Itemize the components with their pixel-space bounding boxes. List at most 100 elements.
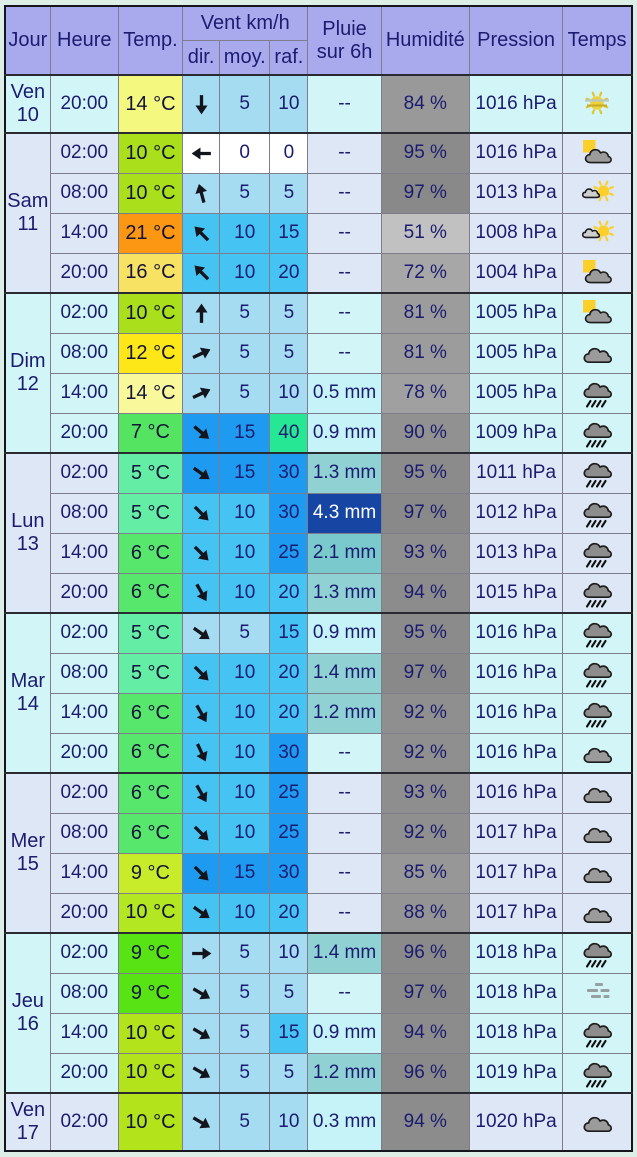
wind-direction-cell [182,732,221,774]
humidity-cell: 97 % [380,972,470,1014]
weather-icon-cell [562,692,633,734]
col-header-pression: Pression [468,5,564,76]
wind-direction-cell [182,932,221,974]
temperature-cell: 10 °C [117,132,184,174]
wind-direction-arrow-icon [184,781,219,806]
wind-gust-cell: 20 [269,252,309,294]
pressure-cell: 1015 hPa [468,572,564,614]
temperature-cell: 10 °C [117,172,184,214]
humidity-cell: 94 % [380,1092,470,1152]
wind-gust-cell: 25 [269,812,309,854]
wind-direction-cell [182,332,221,374]
pressure-cell: 1005 hPa [468,292,564,334]
wind-direction-arrow-icon [184,461,219,486]
rain-cell: -- [307,292,382,334]
wind-gust-cell: 30 [269,492,309,534]
wind-direction-cell [182,132,221,174]
wind-direction-arrow-icon [184,181,219,206]
weather-icon-cell [562,332,633,374]
wind-average-cell: 5 [219,932,271,974]
day-cell: Lun 13 [4,452,51,614]
wind-average-cell: 5 [219,172,271,214]
wind-average-cell: 5 [219,612,271,654]
humidity-cell: 97 % [380,652,470,694]
day-cell: Ven 10 [4,74,51,134]
humidity-cell: 78 % [380,372,470,414]
humidity-cell: 84 % [380,74,470,134]
rain-cell: -- [307,172,382,214]
wind-gust-cell: 10 [269,372,309,414]
day-number: 11 [17,213,39,235]
col-header-pluie: Pluie sur 6h [307,5,382,76]
time-cell: 02:00 [49,1092,119,1152]
forecast-row: Jeu 16 02:00 9 °C 5 10 1.4 mm 96 % 1018 hPa [4,932,633,1094]
wind-direction-arrow-icon [184,621,219,646]
pressure-cell: 1016 hPa [468,132,564,174]
time-cell: 14:00 [49,372,119,414]
time-cell: 02:00 [49,452,119,494]
weather-icon-cell [562,1052,633,1094]
wind-gust-cell: 30 [269,852,309,894]
rain-cell: -- [307,252,382,294]
temperature-cell: 9 °C [117,852,184,894]
wind-direction-arrow-icon [184,260,219,285]
humidity-cell: 96 % [380,932,470,974]
weather-icon-cell [562,412,633,454]
wind-gust-cell: 5 [269,172,309,214]
wind-average-cell: 10 [219,732,271,774]
sun-cloud-icon [564,218,631,248]
wind-direction-cell [182,612,221,654]
wind-gust-cell: 10 [269,932,309,974]
wind-gust-cell: 5 [269,292,309,334]
humidity-cell: 97 % [380,492,470,534]
time-cell: 14:00 [49,1012,119,1054]
wind-average-cell: 10 [219,492,271,534]
rain-cell: 1.2 mm [307,1052,382,1094]
wind-direction-arrow-icon [184,701,219,726]
weather-icon-cell [562,1012,633,1054]
wind-direction-cell [182,452,221,494]
rain-cell: 2.1 mm [307,532,382,574]
wind-direction-arrow-icon [184,501,219,526]
humidity-cell: 92 % [380,692,470,734]
temperature-cell: 6 °C [117,572,184,614]
rain-cell: 4.3 mm [307,492,382,534]
time-cell: 20:00 [49,732,119,774]
rain-icon [564,578,631,608]
wind-gust-cell: 20 [269,892,309,934]
weather-icon-cell [562,292,633,334]
wind-gust-cell: 30 [269,732,309,774]
rain-cell: 0.5 mm [307,372,382,414]
weather-icon-cell [562,652,633,694]
time-cell: 14:00 [49,212,119,254]
forecast-row: Mar 14 02:00 5 °C 5 15 0.9 mm 95 % 1016 hPa [4,612,633,774]
wind-gust-cell: 40 [269,412,309,454]
day-label: Jeu [11,990,44,1012]
wind-gust-cell: 10 [269,74,309,134]
wind-average-cell: 15 [219,412,271,454]
temperature-cell: 10 °C [117,1092,184,1152]
wind-direction-cell [182,74,221,134]
cloud-icon [564,778,631,808]
pressure-cell: 1004 hPa [468,252,564,294]
temperature-cell: 10 °C [117,292,184,334]
wind-direction-arrow-icon [184,420,219,445]
wind-direction-cell [182,412,221,454]
temperature-cell: 6 °C [117,732,184,774]
forecast-row: 14:00 10 °C 5 15 0.9 mm 94 % 1018 hPa [5,1012,633,1054]
rain-icon [564,698,631,728]
time-cell: 02:00 [49,772,119,814]
day-label: Sam [7,190,49,212]
time-cell: 14:00 [49,692,119,734]
rain-cell: -- [307,852,382,894]
col-header-jour: Jour [4,5,51,76]
time-cell: 20:00 [49,892,119,934]
pressure-cell: 1005 hPa [468,372,564,414]
cloud-icon [564,898,631,928]
day-label: Mar [10,670,46,692]
col-header-vent-dir: dir. [182,40,221,76]
wind-direction-cell [182,212,221,254]
rain-icon [564,378,631,408]
rain-cell: -- [307,972,382,1014]
humidity-cell: 92 % [380,732,470,774]
